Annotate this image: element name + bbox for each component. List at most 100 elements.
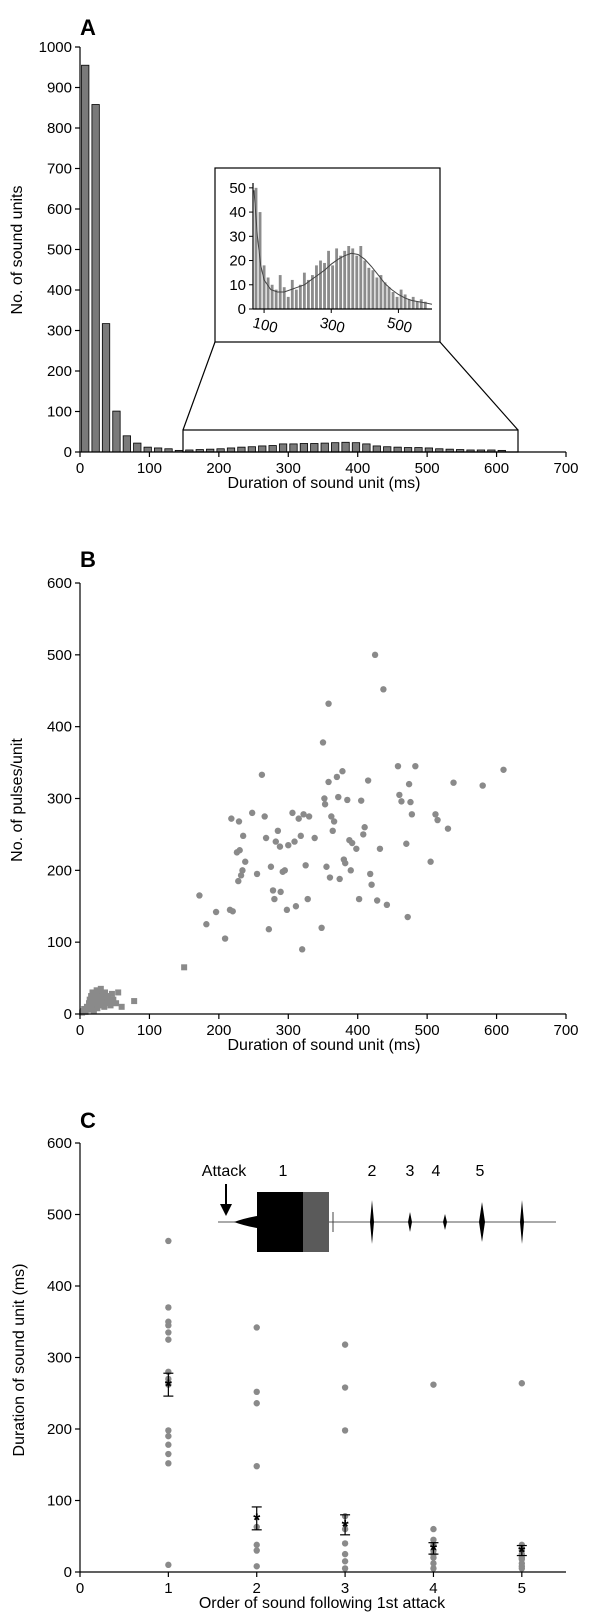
x-tick-label: 3 xyxy=(341,1580,349,1597)
scatter-point-square xyxy=(95,993,102,1000)
scatter-point xyxy=(430,1565,437,1572)
scatter-point-circle xyxy=(398,798,405,805)
scatter-point xyxy=(430,1525,437,1533)
scatter-point xyxy=(341,1540,349,1547)
scatter-point-circle xyxy=(408,811,416,818)
inset-histogram-bar xyxy=(415,301,419,309)
scatter-point-square xyxy=(88,993,95,1000)
inset-histogram-bar xyxy=(379,275,383,309)
histogram-bar xyxy=(351,442,361,453)
scatter-point-circle xyxy=(333,773,341,781)
scatter-point xyxy=(430,1560,437,1567)
unit-label-1: 1 xyxy=(279,1163,288,1180)
panel-c-y-label: Duration of sound unit (ms) xyxy=(11,1264,28,1457)
inset-x-tick-label: 500 xyxy=(385,314,413,337)
scatter-point-circle xyxy=(318,924,325,931)
scatter-point-circle xyxy=(348,839,356,847)
scatter-point-circle xyxy=(339,768,346,775)
panel-c-label: C xyxy=(80,1108,96,1133)
scatter-point xyxy=(518,1380,526,1387)
inset-y-ticks: 0 10 20 30 40 50 xyxy=(229,180,253,318)
y-tick-label: 0 xyxy=(64,444,72,461)
mean-marker: * xyxy=(165,1377,172,1397)
panel-a-y-ticks: 0 100 200 300 400 500 600 700 800 900 1000 xyxy=(39,39,80,461)
scatter-point xyxy=(165,1336,172,1343)
scatter-point-square xyxy=(110,996,117,1003)
scatter-point xyxy=(253,1324,260,1331)
scatter-point xyxy=(165,1450,172,1458)
y-tick-label: 500 xyxy=(47,1207,72,1224)
panel-a-label: A xyxy=(80,15,96,40)
scatter-point xyxy=(341,1550,349,1558)
y-tick-label: 600 xyxy=(47,575,72,592)
scatter-point-square xyxy=(96,989,103,996)
y-tick-label: 100 xyxy=(47,404,72,421)
scatter-point xyxy=(165,1460,172,1467)
scatter-point xyxy=(165,1561,172,1569)
scatter-point-circle xyxy=(323,863,330,870)
scatter-point-circle xyxy=(342,859,349,867)
scatter-point-circle xyxy=(368,881,375,888)
scatter-point-circle xyxy=(269,887,277,894)
scatter-point-circle xyxy=(305,813,313,820)
inset-histogram-bar xyxy=(371,270,375,309)
scatter-point xyxy=(165,1322,172,1329)
scatter-point-circle xyxy=(336,875,343,883)
scatter-point xyxy=(165,1329,172,1336)
scatter-point xyxy=(518,1541,526,1549)
panel-c-x-label: Order of sound following 1st attack xyxy=(199,1595,446,1612)
scatter-point-circle xyxy=(261,813,268,820)
scatter-point-circle xyxy=(242,858,249,865)
scatter-point-circle xyxy=(450,779,457,786)
scatter-point-circle xyxy=(404,913,411,921)
histogram-bar xyxy=(247,446,256,453)
panel-c-y-ticks: 0 100 200 300 400 500 600 xyxy=(47,1135,80,1581)
scatter-point xyxy=(253,1541,260,1549)
scatter-point-circle xyxy=(325,700,332,707)
histogram-bar xyxy=(122,435,131,453)
x-tick-label: 300 xyxy=(276,460,301,477)
scatter-point xyxy=(341,1427,349,1434)
scatter-point-circle xyxy=(235,818,243,825)
inset-histogram-bar xyxy=(319,260,322,309)
scatter-point-circle xyxy=(396,791,403,799)
y-tick-label: 300 xyxy=(47,1350,72,1367)
mean-marker: * xyxy=(342,1517,349,1537)
scatter-point-square xyxy=(181,964,188,971)
scatter-point-circle xyxy=(335,793,342,801)
scatter-point xyxy=(341,1565,349,1572)
y-tick-label: 700 xyxy=(47,161,72,178)
scatter-point-circle xyxy=(237,872,245,879)
attack-label: Attack xyxy=(202,1163,247,1180)
scatter-point-circle xyxy=(500,766,507,773)
inset-y-tick-label: 30 xyxy=(229,228,246,245)
scatter-point-circle xyxy=(432,811,439,818)
scatter-point xyxy=(165,1441,172,1448)
inset-histogram-bar xyxy=(335,248,339,309)
panel-c-x-ticks: 0 1 2 3 4 5 xyxy=(76,1572,526,1597)
inset-y-tick-label: 40 xyxy=(229,204,246,221)
x-tick-label: 200 xyxy=(206,1022,231,1039)
y-tick-label: 100 xyxy=(47,934,72,951)
scatter-point-circle xyxy=(274,827,282,835)
histogram-bar xyxy=(153,447,163,453)
histogram-bar xyxy=(310,443,319,453)
histogram-bar xyxy=(331,442,340,453)
oscillogram-onset xyxy=(234,1216,257,1228)
scatter-point-circle xyxy=(427,858,434,865)
oscillogram-unit-3 xyxy=(408,1212,412,1232)
scatter-point-circle xyxy=(376,845,384,852)
unit-label-5: 5 xyxy=(476,1163,485,1180)
scatter-point-circle xyxy=(330,818,338,825)
scatter-point-circle xyxy=(357,797,365,804)
scatter-point-circle xyxy=(311,834,318,842)
panel-a-bars xyxy=(81,64,506,453)
scatter-point-circle xyxy=(373,897,381,904)
inset-y-tick-label: 0 xyxy=(238,301,246,318)
x-tick-label: 5 xyxy=(518,1580,526,1597)
scatter-point-circle xyxy=(412,762,419,770)
scatter-point-circle xyxy=(355,895,363,903)
histogram-bar xyxy=(258,445,267,453)
zoom-line-right xyxy=(439,341,519,431)
panel-b-x-label: Duration of sound unit (ms) xyxy=(228,1037,421,1054)
